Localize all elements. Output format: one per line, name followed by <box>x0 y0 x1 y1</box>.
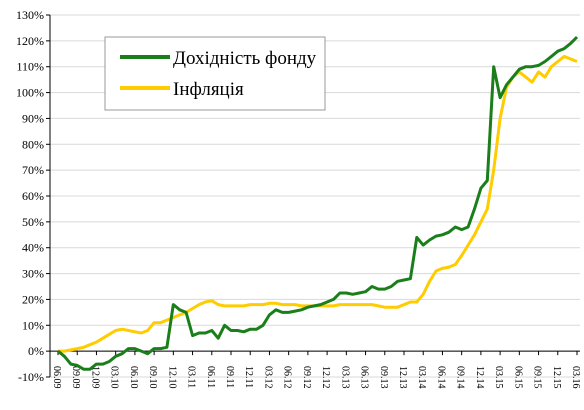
x-tick-label: 12.10 <box>166 366 177 389</box>
y-tick-label: 60% <box>22 189 44 203</box>
x-tick-label: 06.10 <box>128 366 139 389</box>
y-tick-label: 50% <box>22 215 44 229</box>
x-tick-label: 06.13 <box>359 366 370 389</box>
series-line <box>57 35 579 371</box>
x-tick-label: 09.15 <box>532 366 543 389</box>
y-tick-label: 30% <box>22 267 44 281</box>
y-tick-label: 0% <box>28 344 44 358</box>
x-tick-label: 06.12 <box>282 366 293 389</box>
y-tick-label: 10% <box>22 318 44 332</box>
x-tick-label: 09.12 <box>301 366 312 389</box>
y-tick-label: 120% <box>16 34 44 48</box>
x-tick-label: 12.13 <box>397 366 408 389</box>
x-tick-label: 09.14 <box>455 366 466 389</box>
x-tick-label: 03.13 <box>339 366 350 389</box>
x-tick-label: 09.09 <box>70 366 81 389</box>
x-tick-label: 12.11 <box>243 366 254 388</box>
legend-box <box>104 36 326 111</box>
y-tick-label: 100% <box>16 86 44 100</box>
y-tick-label: 80% <box>22 137 44 151</box>
x-tick-label: 03.14 <box>416 366 427 389</box>
y-tick-label: 130% <box>16 8 44 22</box>
x-tick-label: 12.12 <box>320 366 331 389</box>
x-tick-label: 06.09 <box>51 366 62 389</box>
y-tick-label: 40% <box>22 241 44 255</box>
y-tick-label: 90% <box>22 111 44 125</box>
x-tick-label: 12.09 <box>89 366 100 389</box>
x-tick-label: 12.15 <box>551 366 562 389</box>
x-tick-label: 06.11 <box>205 366 216 388</box>
y-tick-label: -10% <box>18 370 44 384</box>
y-tick-label: 110% <box>16 60 44 74</box>
y-tick-label: 70% <box>22 163 44 177</box>
y-tick-label: 20% <box>22 292 44 306</box>
x-tick-label: 09.11 <box>224 366 235 388</box>
legend-label: Інфляція <box>173 79 244 100</box>
x-tick-label: 12.14 <box>474 366 485 389</box>
x-tick-label: 09.10 <box>147 366 158 389</box>
x-tick-label: 03.15 <box>493 366 504 388</box>
x-tick-label: 03.12 <box>262 366 273 389</box>
x-tick-label: 06.15 <box>512 366 523 389</box>
x-tick-label: 06.14 <box>435 366 446 389</box>
x-tick-label: 03.10 <box>109 366 120 389</box>
x-tick-label: 03.11 <box>186 366 197 388</box>
x-tick-label: 03.16 <box>570 366 581 389</box>
legend-label: Дохідність фонду <box>173 48 317 69</box>
x-tick-label: 09.13 <box>378 366 389 389</box>
